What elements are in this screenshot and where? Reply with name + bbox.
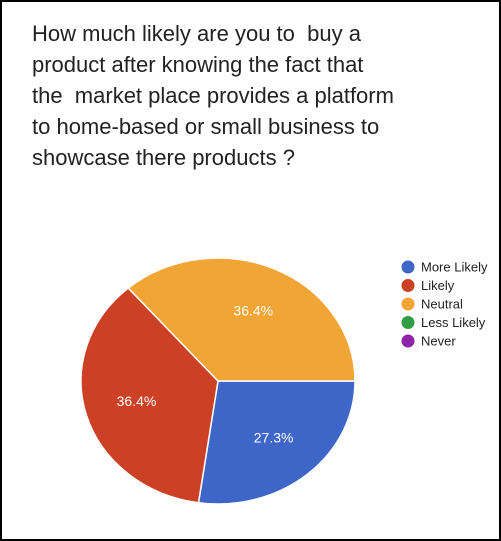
pie-slice-neutral	[127, 257, 356, 382]
legend-label-less-likely: Less Likely	[421, 315, 486, 330]
legend-item-likely: Likely	[401, 278, 455, 293]
legend-item-neutral: Neutral	[401, 297, 463, 312]
pie-slice-more-likely	[197, 380, 356, 505]
slice-labels: 27.3% 36.4% 36.4%	[117, 302, 294, 445]
slice-label-neutral: 36.4%	[233, 302, 273, 318]
legend-swatch-less-likely	[401, 316, 415, 329]
legend: More Likely Likely Neutral Less Likely Never	[401, 260, 488, 349]
legend-item-less-likely: Less Likely	[401, 315, 486, 330]
legend-swatch-neutral	[401, 297, 415, 311]
slice-label-more-likely: 27.3%	[254, 429, 294, 445]
legend-label-never: Never	[421, 334, 456, 349]
legend-swatch-more-likely	[401, 260, 415, 274]
slice-label-likely: 36.4%	[117, 393, 157, 409]
legend-item-never: Never	[401, 334, 456, 349]
legend-item-more-likely: More Likely	[401, 260, 488, 275]
legend-label-more-likely: More Likely	[421, 260, 488, 275]
pie-slices	[80, 257, 356, 505]
pie-slice-likely	[80, 287, 219, 504]
legend-label-neutral: Neutral	[421, 297, 463, 312]
legend-swatch-likely	[401, 279, 415, 292]
legend-swatch-never	[401, 334, 415, 348]
legend-label-likely: Likely	[421, 278, 455, 293]
chart-title: How much likely are you to buy a product…	[32, 21, 394, 170]
